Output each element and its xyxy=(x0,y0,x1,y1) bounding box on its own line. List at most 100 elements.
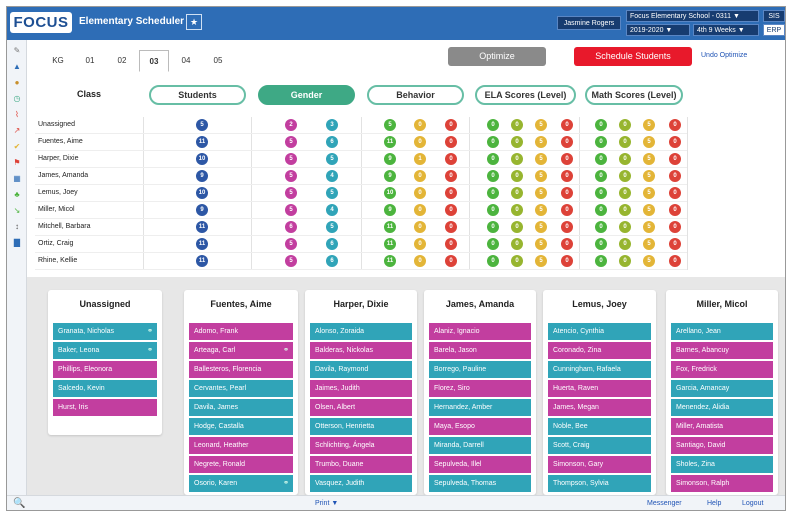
grade-tab-05[interactable]: 05 xyxy=(213,56,223,65)
student-chip[interactable]: Fox, Fredrick xyxy=(671,361,773,378)
house-icon[interactable]: ▲ xyxy=(13,62,21,71)
student-chip[interactable]: Florez, Siro xyxy=(429,380,531,397)
student-chip[interactable]: Balderas, Nickolas xyxy=(310,342,412,359)
student-chip[interactable]: Scott, Craig xyxy=(548,437,651,454)
behavior-bad-dot: 0 xyxy=(445,255,457,267)
class-row-name[interactable]: Harper, Dixie xyxy=(38,155,79,162)
student-chip[interactable]: Simonson, Ralph xyxy=(671,475,773,492)
student-chip[interactable]: Cunningham, Rafaela xyxy=(548,361,651,378)
grade-tab-03[interactable]: 03 xyxy=(139,50,169,72)
flag-icon[interactable]: ⚑ xyxy=(13,158,21,167)
student-chip[interactable]: Miranda, Darrell xyxy=(429,437,531,454)
year-select[interactable]: 2019-2020 ▼ xyxy=(626,24,690,36)
student-chip[interactable]: Sholes, Zina xyxy=(671,456,773,473)
student-chip[interactable]: Negrete, Ronald xyxy=(189,456,293,473)
student-chip[interactable]: Hodge, Castalla xyxy=(189,418,293,435)
student-chip[interactable]: Miller, Amatista xyxy=(671,418,773,435)
student-chip[interactable]: Cervantes, Pearl xyxy=(189,380,293,397)
print-button[interactable]: Print ▼ xyxy=(315,500,339,507)
erp-button[interactable]: ERP xyxy=(763,24,785,36)
arrow-icon[interactable]: ↘ xyxy=(13,206,21,215)
student-chip[interactable]: Vasquez, Judith xyxy=(310,475,412,492)
messenger-link[interactable]: Messenger xyxy=(647,500,682,507)
pencil-icon[interactable]: ✎ xyxy=(13,46,21,55)
student-chip[interactable]: Coronado, Zina xyxy=(548,342,651,359)
undo-optimize-link[interactable]: Undo Optimize xyxy=(701,52,748,59)
student-chip[interactable]: Arellano, Jean xyxy=(671,323,773,340)
tab-ela-scores[interactable]: ELA Scores (Level) xyxy=(475,85,576,105)
student-chip[interactable]: Alaniz, Ignacio xyxy=(429,323,531,340)
student-chip[interactable]: Hernandez, Amber xyxy=(429,399,531,416)
tab-gender[interactable]: Gender xyxy=(258,85,355,105)
student-chip[interactable]: Granata, Nicholas ⚭ xyxy=(53,323,157,340)
term-select[interactable]: 4th 9 Weeks ▼ xyxy=(693,24,759,36)
tab-math-scores[interactable]: Math Scores (Level) xyxy=(585,85,683,105)
bars-icon[interactable]: ▇ xyxy=(13,238,21,247)
student-chip[interactable]: Davila, Raymond xyxy=(310,361,412,378)
grade-tab-kg[interactable]: KG xyxy=(52,56,64,65)
class-row-name[interactable]: Ortiz, Craig xyxy=(38,240,74,247)
student-chip[interactable]: Trumbo, Duane xyxy=(310,456,412,473)
user-menu[interactable]: Jasmine Rogers xyxy=(557,16,621,30)
student-chip[interactable]: Atencio, Cynthia xyxy=(548,323,651,340)
student-chip[interactable]: Huerta, Raven xyxy=(548,380,651,397)
student-chip[interactable]: Alonso, Zoraida xyxy=(310,323,412,340)
student-chip[interactable]: Santiago, David xyxy=(671,437,773,454)
grade-tab-01[interactable]: 01 xyxy=(85,56,95,65)
student-chip[interactable]: Olsen, Albert xyxy=(310,399,412,416)
student-chip[interactable]: Noble, Bee xyxy=(548,418,651,435)
student-chip[interactable]: Salcedo, Kevin xyxy=(53,380,157,397)
sis-button[interactable]: SIS xyxy=(763,10,785,22)
leaf-icon[interactable]: ♣ xyxy=(14,190,20,199)
focus-logo[interactable]: FOCUS xyxy=(10,12,72,33)
class-row-name[interactable]: Rhine, Kellie xyxy=(38,257,78,264)
tab-behavior[interactable]: Behavior xyxy=(367,85,464,105)
student-chip[interactable]: Phillips, Eleonora xyxy=(53,361,157,378)
optimize-button[interactable]: Optimize xyxy=(448,47,546,66)
class-row-name[interactable]: Fuentes, Aime xyxy=(38,138,83,145)
school-select[interactable]: Focus Elementary School - 0311 ▼ xyxy=(626,10,759,22)
student-chip[interactable]: Hurst, Iris xyxy=(53,399,157,416)
class-row-name[interactable]: Miller, Micol xyxy=(38,206,75,213)
check-icon[interactable]: ✔ xyxy=(13,142,21,151)
schedule-students-button[interactable]: Schedule Students xyxy=(574,47,692,66)
chart-icon[interactable]: ⌇ xyxy=(15,110,19,119)
student-chip[interactable]: Barnes, Abancuy xyxy=(671,342,773,359)
student-chip[interactable]: James, Megan xyxy=(548,399,651,416)
class-row-name[interactable]: Lemus, Joey xyxy=(38,189,78,196)
student-chip[interactable]: Thompson, Sylvia xyxy=(548,475,651,492)
student-chip[interactable]: Garcia, Amancay xyxy=(671,380,773,397)
student-chip[interactable]: Sepulveda, Thomas xyxy=(429,475,531,492)
student-chip[interactable]: Ballesteros, Florencia xyxy=(189,361,293,378)
student-chip[interactable]: Simonson, Gary xyxy=(548,456,651,473)
class-row-name[interactable]: Mitchell, Barbara xyxy=(38,223,91,230)
grade-tab-02[interactable]: 02 xyxy=(117,56,127,65)
users-icon[interactable]: ● xyxy=(14,78,20,87)
student-chip[interactable]: Sepulveda, Illel xyxy=(429,456,531,473)
class-row-name[interactable]: James, Amanda xyxy=(38,172,89,179)
grade-tab-04[interactable]: 04 xyxy=(181,56,191,65)
student-chip[interactable]: Leonard, Heather xyxy=(189,437,293,454)
student-chip[interactable]: Barela, Jason xyxy=(429,342,531,359)
logout-link[interactable]: Logout xyxy=(742,500,764,507)
student-chip[interactable]: Arteaga, Carl ⚭ xyxy=(189,342,293,359)
class-row-name[interactable]: Unassigned xyxy=(38,121,75,128)
student-chip[interactable]: Davila, James xyxy=(189,399,293,416)
help-link[interactable]: Help xyxy=(707,500,722,507)
student-chip[interactable]: Schlichting, Ángela xyxy=(310,437,412,454)
student-chip[interactable]: Borrego, Pauline xyxy=(429,361,531,378)
favorite-star-icon[interactable]: ★ xyxy=(186,14,202,30)
student-chip[interactable]: Baker, Leona ⚭ xyxy=(53,342,157,359)
calendar-icon[interactable]: ▦ xyxy=(13,174,21,183)
graph-icon[interactable]: ↗ xyxy=(13,126,21,135)
tab-students[interactable]: Students xyxy=(149,85,246,105)
student-chip[interactable]: Osorio, Karen ⚭ xyxy=(189,475,293,492)
student-chip[interactable]: Jaimes, Judith xyxy=(310,380,412,397)
student-chip[interactable]: Menendez, Alidia xyxy=(671,399,773,416)
info-icon[interactable]: ↕ xyxy=(15,222,19,231)
clock-icon[interactable]: ◷ xyxy=(13,94,21,103)
search-icon[interactable]: 🔍 xyxy=(13,498,26,509)
student-chip[interactable]: Otterson, Henrietta xyxy=(310,418,412,435)
student-chip[interactable]: Adomo, Frank xyxy=(189,323,293,340)
student-chip[interactable]: Maya, Esopo xyxy=(429,418,531,435)
